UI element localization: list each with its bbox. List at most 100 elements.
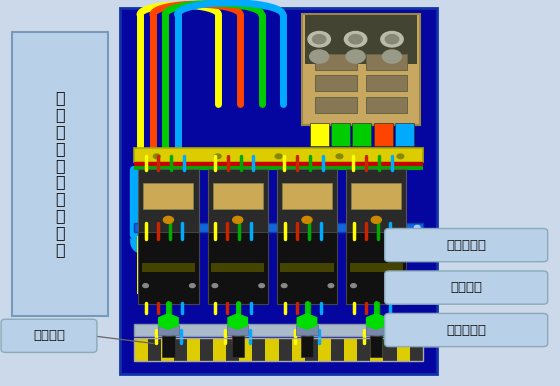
FancyBboxPatch shape [385,229,548,262]
FancyBboxPatch shape [211,263,264,272]
FancyBboxPatch shape [349,263,403,272]
Text: 角钢支架: 角钢支架 [450,281,482,294]
FancyBboxPatch shape [410,338,423,361]
FancyBboxPatch shape [227,325,248,335]
Circle shape [336,154,343,159]
FancyBboxPatch shape [315,54,357,70]
FancyBboxPatch shape [239,338,253,361]
Circle shape [385,35,399,44]
FancyBboxPatch shape [134,162,423,166]
Circle shape [302,217,312,223]
FancyBboxPatch shape [213,338,226,361]
FancyBboxPatch shape [277,169,337,240]
FancyBboxPatch shape [162,336,175,357]
FancyBboxPatch shape [158,325,179,335]
Circle shape [153,154,160,159]
Text: 保护零线排: 保护零线排 [446,323,486,337]
FancyBboxPatch shape [134,166,423,170]
FancyBboxPatch shape [174,338,187,361]
FancyBboxPatch shape [282,183,332,209]
Circle shape [397,154,404,159]
Circle shape [212,284,218,288]
FancyBboxPatch shape [187,338,200,361]
FancyBboxPatch shape [331,338,344,361]
FancyBboxPatch shape [366,325,387,335]
FancyBboxPatch shape [280,263,334,272]
FancyBboxPatch shape [351,183,402,209]
Circle shape [382,50,402,63]
Circle shape [214,154,221,159]
Circle shape [346,50,365,63]
Circle shape [381,32,403,47]
FancyBboxPatch shape [366,75,407,91]
FancyBboxPatch shape [318,338,331,361]
FancyBboxPatch shape [296,325,318,335]
FancyBboxPatch shape [253,338,265,361]
FancyBboxPatch shape [278,338,292,361]
Circle shape [344,32,367,47]
FancyBboxPatch shape [315,96,357,113]
FancyBboxPatch shape [134,324,423,336]
FancyBboxPatch shape [134,223,423,232]
FancyBboxPatch shape [208,232,268,304]
FancyBboxPatch shape [310,123,329,146]
Circle shape [414,225,420,229]
FancyBboxPatch shape [301,336,313,357]
FancyBboxPatch shape [366,54,407,70]
FancyBboxPatch shape [147,338,161,361]
FancyBboxPatch shape [1,319,97,352]
FancyBboxPatch shape [384,338,396,361]
FancyBboxPatch shape [374,123,393,146]
Circle shape [154,225,160,229]
Polygon shape [158,314,178,329]
FancyBboxPatch shape [138,232,198,304]
Circle shape [398,284,403,288]
FancyBboxPatch shape [208,169,268,240]
Circle shape [281,284,287,288]
FancyBboxPatch shape [134,338,147,361]
FancyBboxPatch shape [226,338,239,361]
FancyBboxPatch shape [315,75,357,91]
FancyBboxPatch shape [143,183,193,209]
FancyBboxPatch shape [370,338,384,361]
Circle shape [259,284,264,288]
Circle shape [189,284,195,288]
Circle shape [232,217,242,223]
FancyBboxPatch shape [120,8,437,374]
Circle shape [241,225,246,229]
Circle shape [351,284,356,288]
FancyBboxPatch shape [134,148,423,162]
FancyBboxPatch shape [385,313,548,347]
FancyBboxPatch shape [357,338,370,361]
FancyBboxPatch shape [395,123,414,146]
Circle shape [349,35,362,44]
Polygon shape [367,314,386,329]
Circle shape [275,154,282,159]
Circle shape [308,32,330,47]
FancyBboxPatch shape [305,338,318,361]
FancyBboxPatch shape [396,338,410,361]
Polygon shape [228,314,248,329]
FancyBboxPatch shape [366,96,407,113]
FancyBboxPatch shape [302,14,420,125]
FancyBboxPatch shape [352,123,371,146]
FancyBboxPatch shape [344,338,357,361]
Circle shape [371,217,381,223]
Text: 干包电缆头: 干包电缆头 [446,239,486,252]
Circle shape [310,50,329,63]
FancyBboxPatch shape [142,263,195,272]
FancyBboxPatch shape [331,123,350,146]
FancyBboxPatch shape [12,32,108,316]
Text: 筑龙网
zhulong.com: 筑龙网 zhulong.com [396,332,441,345]
FancyBboxPatch shape [346,232,407,304]
FancyBboxPatch shape [346,169,407,240]
FancyBboxPatch shape [231,336,244,357]
Circle shape [312,35,326,44]
FancyBboxPatch shape [305,15,417,64]
FancyBboxPatch shape [161,338,174,361]
Circle shape [328,225,333,229]
Circle shape [143,284,148,288]
Text: 总
配
电
柜
电
缆
接
线
方
法: 总 配 电 柜 电 缆 接 线 方 法 [55,91,65,257]
Polygon shape [297,314,317,329]
Circle shape [164,217,174,223]
